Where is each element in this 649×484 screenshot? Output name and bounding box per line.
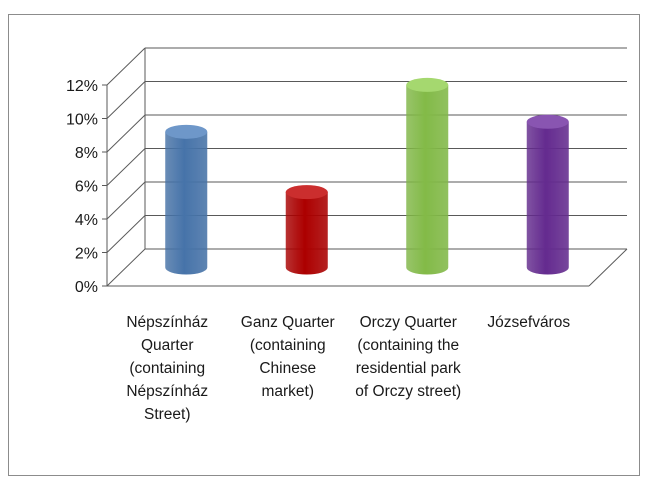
x-category-label-line: of Orczy street) bbox=[355, 383, 461, 400]
bar-3 bbox=[406, 77, 449, 275]
x-category-label-line: market) bbox=[261, 383, 314, 400]
x-category-label-line: (containing the bbox=[357, 337, 459, 354]
bar-body bbox=[406, 84, 449, 275]
x-category-label-line: Chinese bbox=[259, 360, 316, 377]
x-category-label-line: residential park bbox=[356, 360, 461, 377]
bar-body bbox=[165, 131, 208, 275]
bar-1 bbox=[165, 124, 208, 275]
bar-top bbox=[526, 114, 569, 129]
gridline-side bbox=[106, 181, 146, 220]
x-category-label-line: Quarter bbox=[141, 337, 194, 354]
floor-right-edge bbox=[588, 248, 628, 287]
x-category-label: Népszínház Quarter (containing Népszínház St… bbox=[126, 314, 208, 423]
x-category-label-line: Népszínház bbox=[126, 383, 208, 400]
bar-top bbox=[285, 185, 328, 200]
bar-shade bbox=[165, 131, 208, 275]
y-tick-label: 6% bbox=[75, 179, 98, 196]
bar-body bbox=[285, 192, 328, 275]
gridline-side bbox=[106, 114, 146, 153]
bar-body bbox=[526, 121, 569, 275]
y-tick-label: 4% bbox=[75, 212, 98, 229]
bar-shade bbox=[285, 192, 328, 275]
bar-top-highlight bbox=[165, 124, 208, 139]
x-axis-labels: Népszínház Quarter (containing Népszínház St… bbox=[126, 314, 570, 423]
x-category-label-line: Orczy Quarter bbox=[360, 314, 457, 331]
cylinder-bar-chart: 0% 2% 4% 6% 8% 10% 12% Népszínház Quarter (conta… bbox=[66, 47, 628, 423]
y-tick-label: 2% bbox=[75, 246, 98, 263]
gridline-side bbox=[106, 215, 146, 253]
chart-frame: 0% 2% 4% 6% 8% 10% 12% Népszínház Quarter (conta… bbox=[8, 14, 640, 476]
bar-top-highlight bbox=[526, 114, 569, 129]
x-category-label-line: Népszínház bbox=[126, 314, 208, 331]
bar-top-highlight bbox=[406, 77, 449, 92]
y-tick-label: 8% bbox=[75, 145, 98, 162]
bars bbox=[165, 77, 569, 275]
bar-shade bbox=[526, 121, 569, 275]
x-category-label-line: Street) bbox=[144, 406, 191, 423]
x-category-label-line: (containing bbox=[129, 360, 205, 377]
x-category-label: Ganz Quarter (containing Chinese market) bbox=[241, 314, 335, 400]
x-category-label: Orczy Quarter (containing the residential … bbox=[355, 314, 461, 400]
gridline-side bbox=[106, 47, 146, 86]
gridline-side bbox=[106, 248, 146, 287]
x-category-label: Józsefváros bbox=[487, 314, 570, 331]
y-tick-label: 12% bbox=[66, 78, 98, 95]
bar-top bbox=[406, 77, 449, 92]
x-category-label-line: (containing bbox=[250, 337, 326, 354]
y-tick-label: 0% bbox=[75, 279, 98, 296]
gridlines bbox=[102, 47, 627, 287]
y-axis-ticks: 0% 2% 4% 6% 8% 10% 12% bbox=[66, 78, 98, 296]
gridline-side bbox=[106, 81, 146, 119]
bar-top bbox=[165, 124, 208, 139]
gridline-side bbox=[106, 148, 146, 186]
x-category-label-line: Ganz Quarter bbox=[241, 314, 335, 331]
y-tick-label: 10% bbox=[66, 112, 98, 129]
bar-shade bbox=[406, 84, 449, 275]
x-category-label-line: Józsefváros bbox=[487, 314, 570, 331]
bar-top-highlight bbox=[285, 185, 328, 200]
bar-4 bbox=[526, 114, 569, 275]
bar-2 bbox=[285, 185, 328, 275]
